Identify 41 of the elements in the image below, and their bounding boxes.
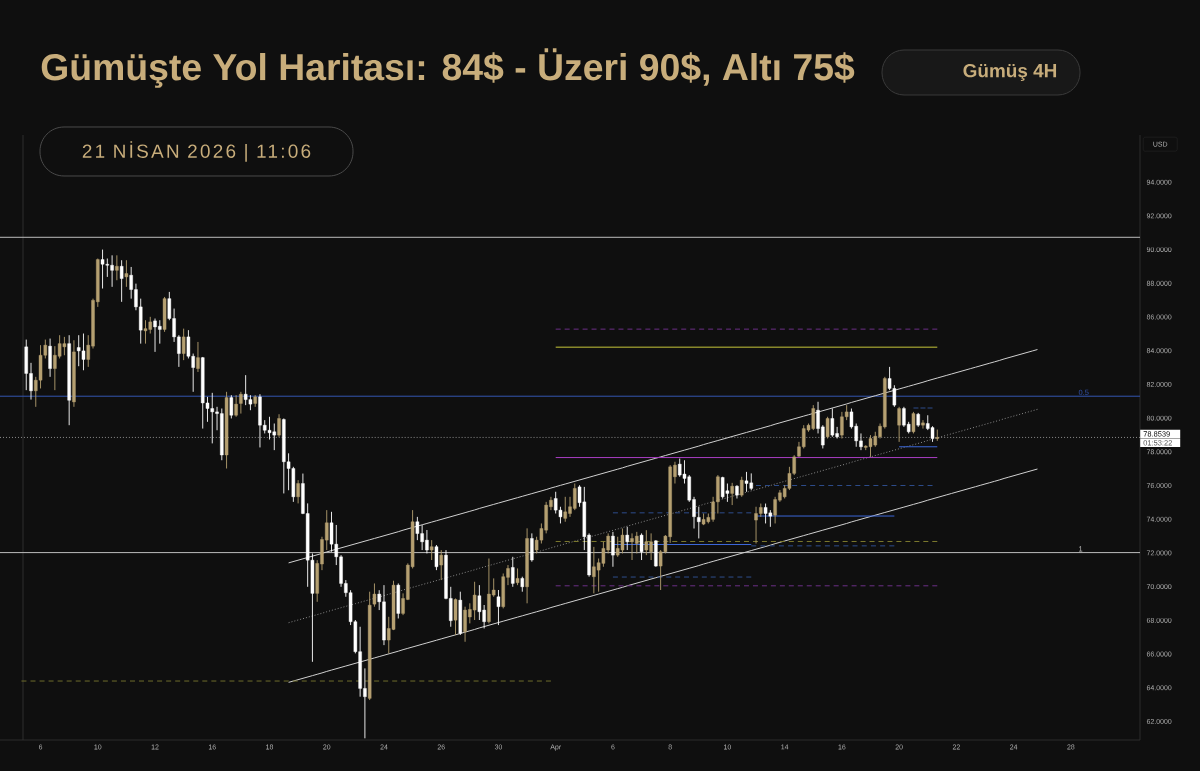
chart-title: Gümüşte Yol Haritası: 84$ - Üzeri 90$, Altı 75$ bbox=[41, 48, 855, 88]
candlestick bbox=[277, 413, 281, 438]
candlestick bbox=[644, 529, 649, 556]
candlestick bbox=[229, 394, 234, 419]
candlestick bbox=[697, 506, 701, 539]
candlestick bbox=[329, 511, 334, 553]
candlestick bbox=[639, 532, 644, 561]
candlestick bbox=[124, 259, 129, 288]
candlestick bbox=[740, 476, 744, 498]
candlestick bbox=[472, 581, 477, 621]
candlestick bbox=[897, 406, 901, 443]
candlestick bbox=[935, 429, 940, 442]
candlestick bbox=[625, 526, 629, 551]
candlestick bbox=[511, 556, 515, 588]
candlestick bbox=[48, 338, 52, 378]
chart-subtitle: 21 NİSAN 2026 | 11:06 bbox=[82, 141, 311, 162]
candlestick bbox=[620, 528, 625, 554]
candlestick bbox=[115, 254, 119, 281]
candlestick bbox=[119, 259, 124, 303]
candlestick bbox=[830, 408, 835, 438]
candlestick bbox=[434, 544, 439, 571]
candlestick bbox=[296, 479, 300, 504]
candlestick bbox=[530, 532, 534, 563]
candlestick bbox=[267, 416, 272, 440]
candlestick bbox=[611, 531, 615, 568]
candlestick bbox=[429, 539, 434, 561]
candlestick bbox=[439, 549, 443, 581]
candlestick bbox=[730, 482, 734, 506]
candlestick bbox=[196, 341, 200, 373]
candlestick bbox=[372, 582, 377, 608]
candlestick bbox=[81, 333, 86, 371]
candlestick bbox=[921, 419, 925, 430]
candlestick bbox=[181, 328, 186, 361]
candlestick bbox=[496, 589, 501, 626]
candlestick bbox=[825, 416, 830, 439]
candlestick bbox=[911, 411, 916, 434]
candlestick bbox=[868, 434, 873, 458]
text: Gümüş 4H bbox=[963, 63, 1057, 82]
candlestick bbox=[143, 319, 148, 345]
candlestick bbox=[744, 471, 749, 493]
candlestick bbox=[453, 597, 458, 636]
